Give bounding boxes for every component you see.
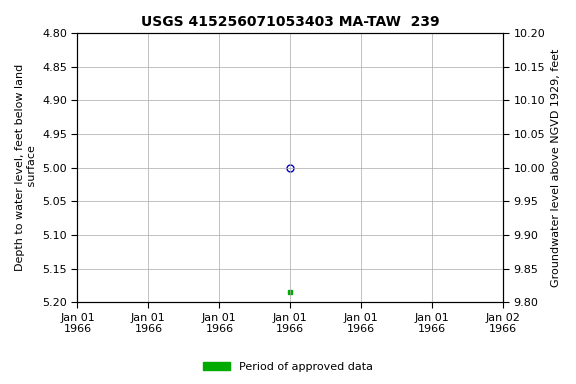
Y-axis label: Depth to water level, feet below land
 surface: Depth to water level, feet below land su… xyxy=(15,64,37,271)
Y-axis label: Groundwater level above NGVD 1929, feet: Groundwater level above NGVD 1929, feet xyxy=(551,48,561,287)
Title: USGS 415256071053403 MA-TAW  239: USGS 415256071053403 MA-TAW 239 xyxy=(141,15,439,29)
Legend: Period of approved data: Period of approved data xyxy=(198,358,378,377)
